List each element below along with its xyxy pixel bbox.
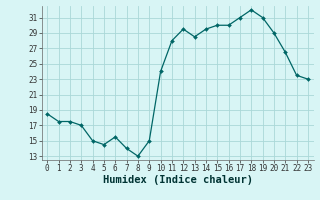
X-axis label: Humidex (Indice chaleur): Humidex (Indice chaleur) xyxy=(103,175,252,185)
